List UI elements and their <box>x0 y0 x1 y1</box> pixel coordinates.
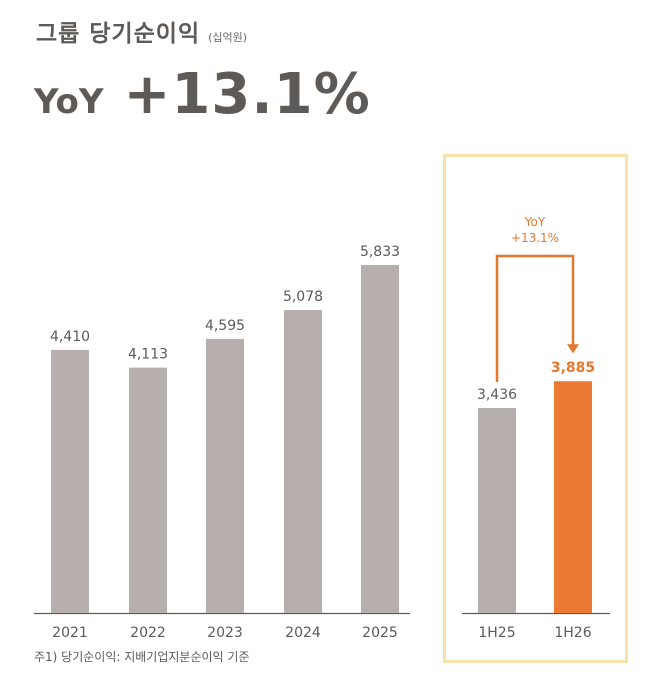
x-tick-label-2023: 2023 <box>207 625 243 641</box>
half-year-highlight-box <box>443 154 628 663</box>
x-tick-label-2022: 2022 <box>130 625 166 641</box>
value-label-2025: 5,833 <box>360 244 400 260</box>
yoy-headline: YoY +13.1% <box>34 62 371 127</box>
value-label-2022: 4,113 <box>128 347 168 363</box>
bar-1H25 <box>478 408 516 613</box>
chart-title: 그룹 당기순이익 <box>36 21 201 47</box>
value-label-2023: 4,595 <box>205 318 245 334</box>
x-tick-label-2024: 2024 <box>285 625 321 641</box>
bar-1H26 <box>554 381 592 613</box>
yoy-arrow-head <box>567 344 579 354</box>
x-tick-label-1H25: 1H25 <box>478 625 515 641</box>
yoy-annotation-value: +13.1% <box>511 231 559 245</box>
bar-2021 <box>51 349 89 613</box>
value-label-2021: 4,410 <box>50 329 90 345</box>
chart-title-row: 그룹 당기순이익 (십억원) <box>36 14 247 48</box>
bar-2022 <box>129 367 167 613</box>
x-tick-label-2021: 2021 <box>52 625 88 641</box>
footnote: 주1) 당기순이익: 지배기업지분순이익 기준 <box>34 650 250 664</box>
value-label-1H26: 3,885 <box>551 360 595 376</box>
bar-2023 <box>206 338 244 613</box>
yoy-arrow-line <box>495 254 575 383</box>
value-label-2024: 5,078 <box>283 289 323 305</box>
yoy-label: YoY <box>34 82 104 122</box>
value-label-1H25: 3,436 <box>477 387 517 403</box>
yoy-value: +13.1% <box>123 62 371 127</box>
bar-2024 <box>284 310 322 613</box>
yoy-annotation-label: YoY <box>524 215 546 229</box>
bar-2025 <box>361 265 399 613</box>
x-tick-label-1H26: 1H26 <box>554 625 591 641</box>
x-tick-label-2025: 2025 <box>362 625 398 641</box>
unit-label: (십억원) <box>208 31 248 44</box>
